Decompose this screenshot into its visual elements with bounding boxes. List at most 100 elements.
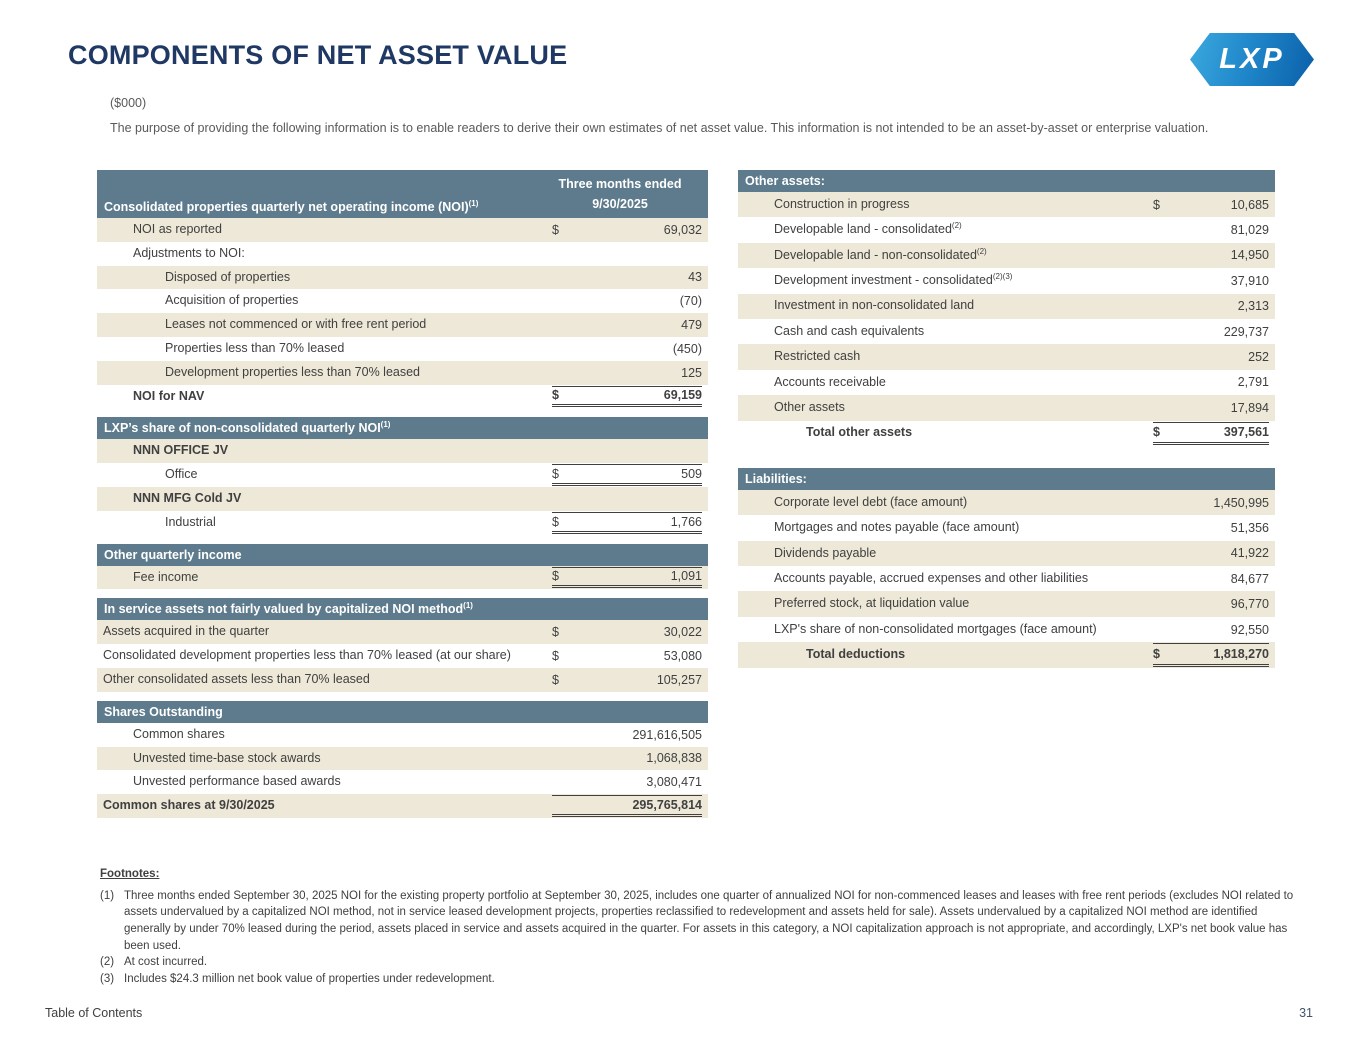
row-value: 397,561 <box>1223 425 1269 440</box>
table-of-contents-link[interactable]: Table of Contents <box>45 1006 143 1020</box>
currency-symbol: $ <box>552 569 559 584</box>
section-header: Liabilities: <box>738 467 1275 490</box>
row-value: 37,910 <box>1230 273 1269 288</box>
table-row: NOI for NAV $69,159 <box>97 385 708 409</box>
row-value: 53,080 <box>663 649 702 664</box>
table-row: Office $509 <box>97 463 708 487</box>
currency-symbol: $ <box>552 625 559 640</box>
period-column-header: Three months ended 9/30/2025 <box>558 177 682 211</box>
row-label: Properties less than 70% leased <box>165 341 345 356</box>
section-header: LXP’s share of non-consolidated quarterl… <box>97 417 708 440</box>
row-value: 43 <box>688 270 702 285</box>
table-row: Common shares 291,616,505 <box>97 723 708 747</box>
row-value: 125 <box>681 365 702 380</box>
table-row: Assets acquired in the quarter $30,022 <box>97 620 708 645</box>
table-row: Common shares at 9/30/2025 295,765,814 <box>97 794 708 818</box>
table-row: Disposed of properties 43 <box>97 265 708 290</box>
row-label: NNN MFG Cold JV <box>133 491 242 506</box>
row-label: NOI as reported <box>133 222 222 237</box>
noi-components-table: Consolidated properties quarterly net op… <box>97 170 708 818</box>
row-label: Mortgages and notes payable (face amount… <box>774 520 1020 535</box>
row-value: 14,950 <box>1230 248 1269 263</box>
row-amount: 92,550 <box>1153 623 1269 637</box>
row-value: 10,685 <box>1230 197 1269 212</box>
row-value: 252 <box>1248 350 1269 365</box>
row-label: Total other assets <box>806 425 913 440</box>
row-label: Consolidated development properties less… <box>103 648 511 663</box>
table-row: Construction in progress $10,685 <box>738 192 1275 218</box>
table-row: Other assets 17,894 <box>738 395 1275 421</box>
table-row: NNN MFG Cold JV <box>97 486 708 511</box>
table-row: Properties less than 70% leased (450) <box>97 337 708 361</box>
assets-liabilities-table: Other assets: Construction in progress $10… <box>738 170 1275 668</box>
row-amount: $1,766 <box>552 511 702 534</box>
row-label: Restricted cash <box>774 349 861 364</box>
row-amount: 1,068,838 <box>552 751 702 765</box>
row-amount: 17,894 <box>1153 401 1269 415</box>
row-label: Developable land - non-consolidated(2) <box>774 246 987 262</box>
row-amount: (70) <box>552 294 702 308</box>
table-column-header: Consolidated properties quarterly net op… <box>97 170 708 218</box>
section-header: Other quarterly income <box>97 543 708 566</box>
row-amount: 84,677 <box>1153 572 1269 586</box>
row-value: 30,022 <box>663 625 702 640</box>
row-label: NOI for NAV <box>133 388 205 403</box>
row-label: Accounts receivable <box>774 374 886 389</box>
footnote-list: (1) Three months ended September 30, 2025… <box>100 888 1298 988</box>
table-row: NOI as reported $69,032 <box>97 218 708 242</box>
table-row: Development properties less than 70% lea… <box>97 360 708 385</box>
row-value: 509 <box>681 467 702 482</box>
row-amount: $10,685 <box>1153 198 1269 212</box>
currency-symbol: $ <box>552 388 559 403</box>
row-value: 81,029 <box>1230 223 1269 238</box>
row-amount: 3,080,471 <box>552 775 702 789</box>
table-row: Fee income $1,091 <box>97 565 708 590</box>
table-row: Consolidated development properties less… <box>97 644 708 668</box>
footnote: (1) Three months ended September 30, 2025… <box>100 888 1298 955</box>
table-row: Accounts receivable 2,791 <box>738 370 1275 395</box>
row-value: 96,770 <box>1230 597 1269 612</box>
currency-symbol: $ <box>1153 646 1160 661</box>
row-value: 17,894 <box>1230 400 1269 415</box>
footnotes-section: Footnotes: (1) Three months ended Septemb… <box>100 866 1298 988</box>
row-label: Office <box>165 467 198 482</box>
row-amount: 295,765,814 <box>552 795 702 817</box>
row-label: NNN OFFICE JV <box>133 443 229 458</box>
row-amount: (450) <box>552 342 702 356</box>
row-amount: 37,910 <box>1153 274 1269 288</box>
row-label: Unvested time-base stock awards <box>133 750 321 765</box>
row-label: LXP's share of non-consolidated mortgage… <box>774 621 1097 636</box>
section-header: Other assets: <box>738 170 1275 192</box>
row-value: 1,766 <box>670 514 702 529</box>
row-value: 105,257 <box>656 672 702 687</box>
table-row: LXP's share of non-consolidated mortgage… <box>738 617 1275 642</box>
footnote-number: (3) <box>100 973 115 986</box>
row-label: Accounts payable, accrued expenses and o… <box>774 570 1089 585</box>
footnote-number: (2) <box>100 956 115 969</box>
row-value: 3,080,471 <box>646 775 702 790</box>
table-row: Cash and cash equivalents 229,737 <box>738 319 1275 344</box>
row-amount: 229,737 <box>1153 325 1269 339</box>
footnote: (3) Includes $24.3 million net book value… <box>100 971 1298 988</box>
currency-symbol: $ <box>552 222 559 237</box>
row-value: 291,616,505 <box>632 727 702 742</box>
currency-symbol: $ <box>552 467 559 482</box>
table-row: Accounts payable, accrued expenses and o… <box>738 566 1275 591</box>
table-row: Development investment - consolidated(2)… <box>738 268 1275 293</box>
row-label: Investment in non-consolidated land <box>774 298 975 313</box>
table-row: Other consolidated assets less than 70% … <box>97 667 708 692</box>
section-header: In service assets not fairly valued by c… <box>97 598 708 621</box>
row-label: Other assets <box>774 400 845 414</box>
column-header-label: Consolidated properties quarterly net op… <box>104 198 479 214</box>
footnote: (2) At cost incurred. <box>100 954 1298 971</box>
section-header: Shares Outstanding <box>97 700 708 723</box>
row-amount: 41,922 <box>1153 546 1269 560</box>
row-label: Dividends payable <box>774 545 877 560</box>
table-row: Investment in non-consolidated land 2,313 <box>738 293 1275 319</box>
row-value: 41,922 <box>1230 546 1269 561</box>
row-amount: 125 <box>552 366 702 380</box>
row-label: Acquisition of properties <box>165 293 299 308</box>
table-row: Unvested performance based awards 3,080,4… <box>97 770 708 794</box>
footnote-text: Includes $24.3 million net book value of… <box>124 973 495 986</box>
row-amount: $1,818,270 <box>1153 643 1269 667</box>
